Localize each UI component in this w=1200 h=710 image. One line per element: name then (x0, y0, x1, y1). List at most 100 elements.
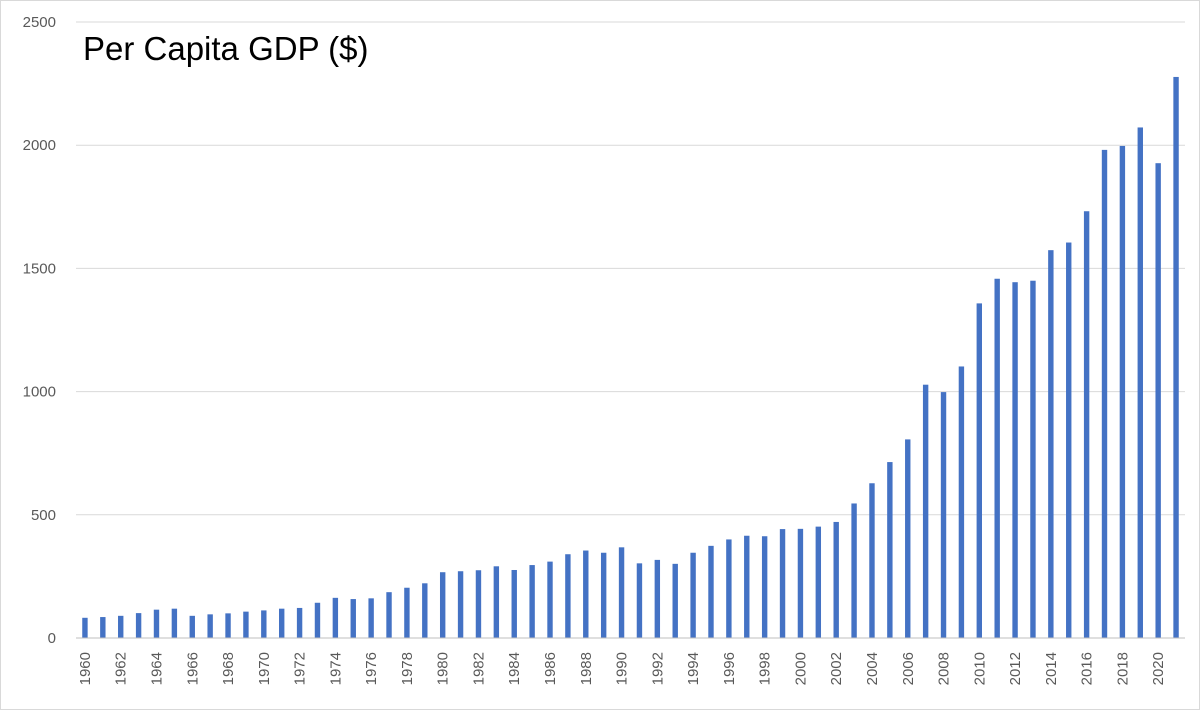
x-tick-label: 2004 (864, 652, 881, 685)
bar-1977 (386, 592, 392, 638)
bar-2001 (815, 526, 822, 638)
x-tick-label: 1970 (256, 652, 273, 685)
x-tick-label: 2018 (1114, 652, 1131, 685)
x-tick-label: 1992 (649, 652, 666, 685)
x-tick-label: 1966 (184, 652, 201, 685)
bar-2021 (1173, 76, 1179, 638)
x-tick-label: 2010 (971, 652, 988, 685)
bar-1980 (439, 572, 446, 638)
bar-1975 (350, 599, 356, 638)
x-tick-label: 1964 (148, 652, 165, 685)
bar-1981 (457, 571, 464, 638)
bar-2009 (958, 366, 965, 638)
bar-1972 (296, 607, 303, 638)
x-tick-label: 2000 (792, 652, 809, 685)
x-tick-label: 1996 (721, 652, 738, 685)
x-tick-label: 1984 (506, 652, 523, 685)
bar-2019 (1137, 127, 1143, 638)
bar-1978 (404, 587, 410, 638)
bar-1995 (708, 545, 714, 638)
y-axis-tick-labels: 0 500 1000 1500 2000 2500 (23, 14, 56, 647)
x-tick-label: 1978 (399, 652, 416, 685)
bar-1960 (82, 617, 88, 638)
bar-1974 (332, 597, 339, 638)
bar-2006 (905, 439, 911, 638)
x-tick-label: 2020 (1150, 652, 1167, 685)
gridlines (76, 21, 1185, 516)
bar-1986 (547, 561, 553, 638)
bar-2008 (940, 392, 947, 638)
x-tick-label: 1988 (578, 652, 595, 685)
bar-1968 (225, 613, 231, 638)
bar-1964 (153, 609, 160, 638)
x-tick-label: 1960 (77, 652, 94, 685)
x-tick-label: 2006 (900, 652, 917, 685)
bar-1997 (744, 535, 750, 638)
bar-2013 (1030, 280, 1036, 638)
x-tick-label: 2016 (1079, 652, 1096, 685)
x-tick-label: 1968 (220, 652, 237, 685)
y-tick-label: 2000 (23, 137, 56, 154)
bar-1985 (529, 565, 535, 638)
x-tick-label: 1998 (757, 652, 774, 685)
bar-2011 (994, 278, 1000, 638)
bar-1969 (243, 611, 249, 638)
bar-1999 (779, 529, 786, 638)
bar-1982 (475, 570, 482, 638)
bar-1993 (672, 563, 678, 638)
bar-2015 (1066, 242, 1072, 638)
bar-1984 (511, 569, 517, 638)
bar-2007 (922, 384, 929, 638)
bar-2012 (1012, 282, 1018, 638)
bar-1996 (726, 539, 732, 638)
chart-title: Per Capita GDP ($) (83, 30, 369, 67)
bar-1971 (279, 608, 285, 638)
x-tick-label: 1982 (470, 652, 487, 685)
bar-1963 (135, 613, 142, 638)
y-tick-label: 1500 (23, 260, 56, 277)
x-tick-label: 1974 (327, 652, 344, 685)
bar-1965 (171, 608, 178, 638)
x-tick-label: 2012 (1007, 652, 1024, 685)
x-tick-label: 1986 (542, 652, 559, 685)
x-tick-label: 2008 (936, 652, 953, 685)
bar-1991 (636, 563, 643, 638)
bar-2014 (1048, 250, 1054, 639)
bar-2017 (1101, 149, 1108, 639)
bar-2004 (869, 483, 875, 638)
bar-1962 (118, 615, 124, 638)
bar-1966 (189, 615, 195, 638)
bar-1970 (261, 610, 267, 638)
x-tick-label: 2014 (1043, 652, 1060, 685)
bar-1998 (761, 536, 768, 638)
bar-1990 (618, 547, 625, 638)
x-tick-label: 1962 (113, 652, 130, 685)
y-tick-label: 1000 (23, 384, 56, 401)
x-tick-label: 1980 (435, 652, 452, 685)
y-tick-label: 0 (48, 630, 56, 647)
bar-2010 (976, 303, 982, 638)
x-tick-label: 1994 (685, 652, 702, 685)
bar-1979 (422, 583, 428, 638)
bar-1976 (368, 598, 374, 638)
y-tick-label: 2500 (23, 14, 56, 31)
bar-1988 (583, 550, 589, 638)
bar-2005 (887, 462, 893, 638)
x-tick-label: 1990 (614, 652, 631, 685)
bar-2003 (851, 503, 857, 638)
bar-1992 (654, 559, 661, 638)
bar-1989 (600, 552, 607, 638)
bars (82, 76, 1179, 639)
x-tick-label: 2002 (828, 652, 845, 685)
bar-1987 (565, 554, 571, 638)
bar-2016 (1083, 211, 1090, 638)
bar-1973 (314, 602, 321, 638)
bar-2000 (797, 528, 804, 638)
x-tick-label: 1976 (363, 652, 380, 685)
bar-1994 (690, 552, 696, 638)
bar-1967 (207, 614, 213, 638)
bar-2002 (833, 521, 839, 638)
bar-2018 (1119, 145, 1126, 638)
